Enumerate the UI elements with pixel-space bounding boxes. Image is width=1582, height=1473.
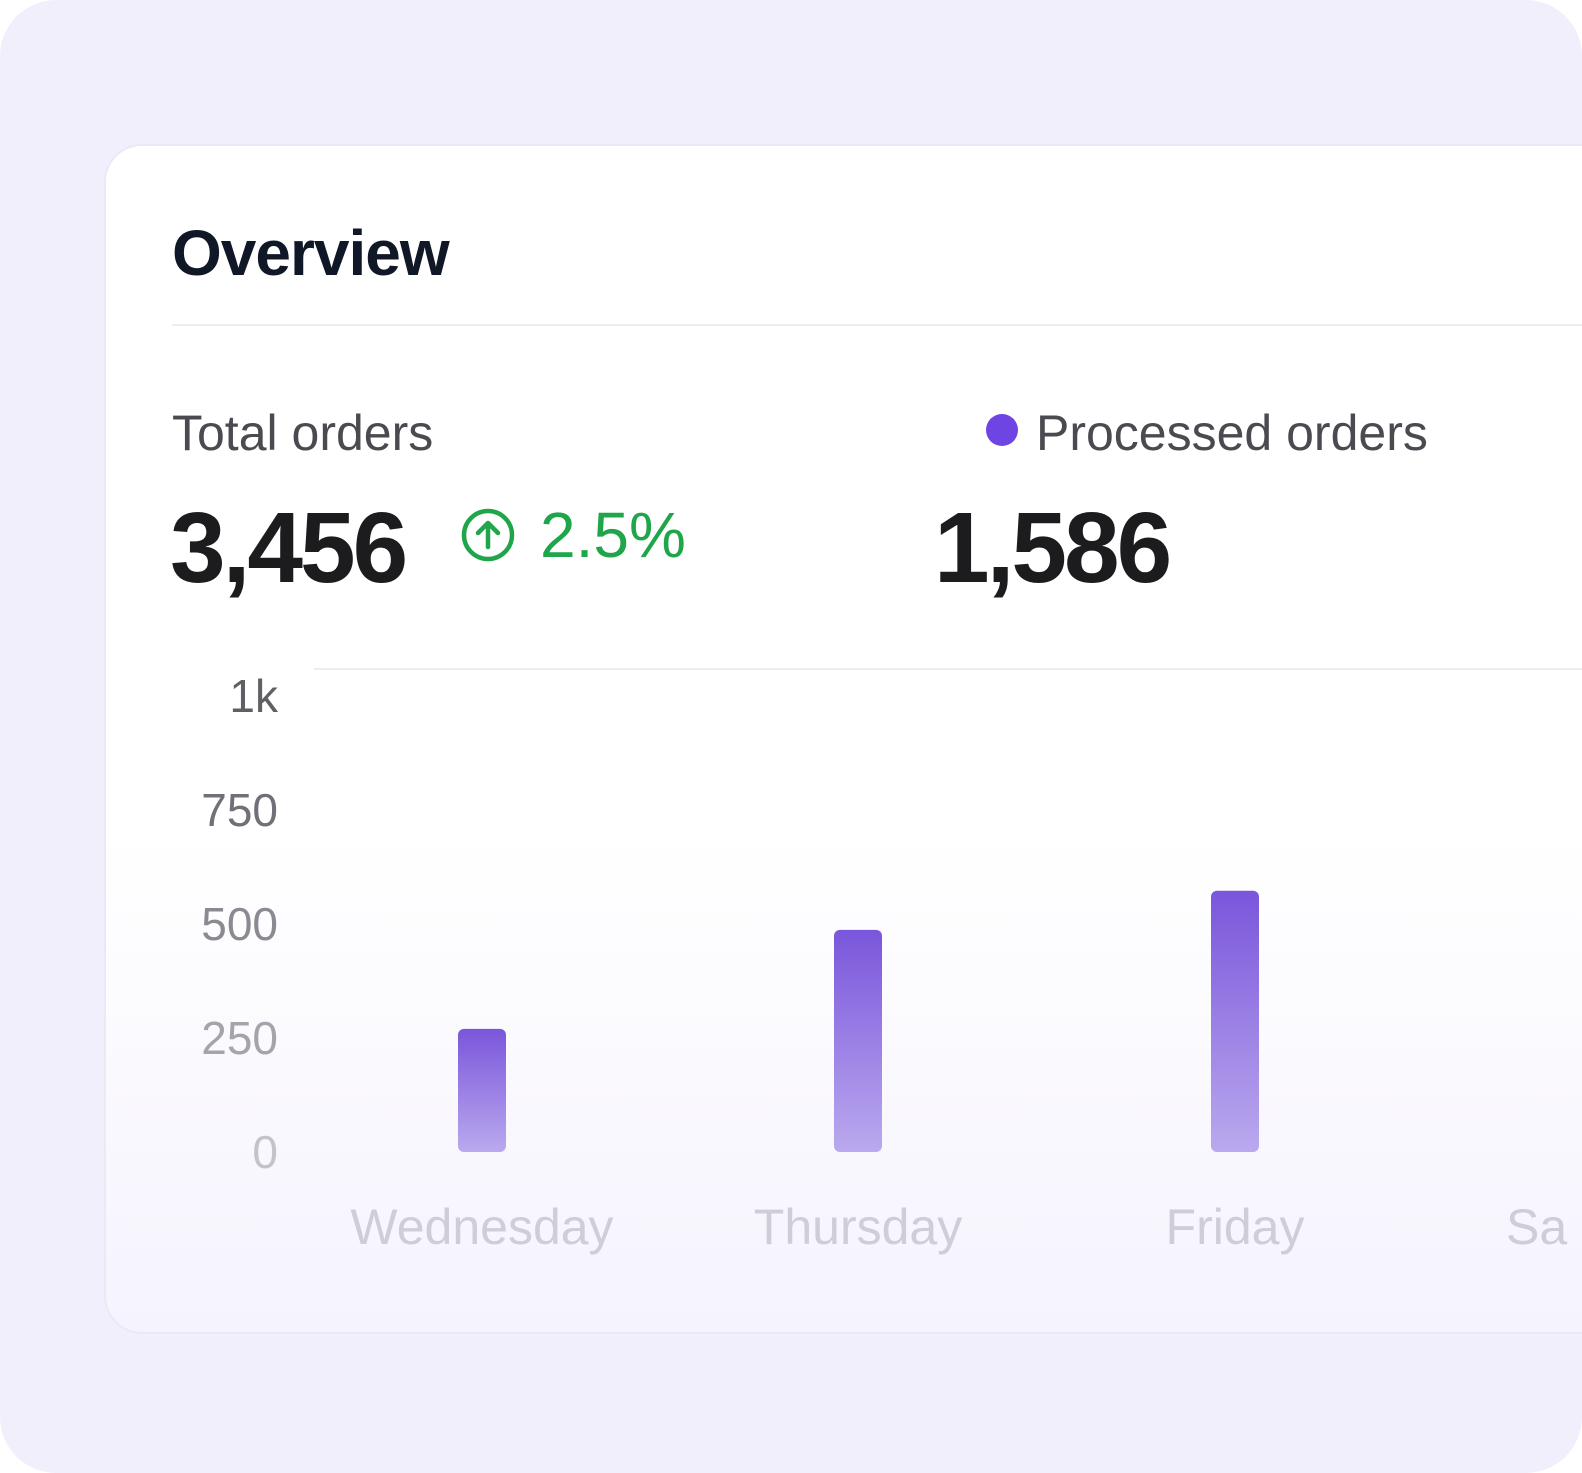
- card-title: Overview: [172, 217, 450, 289]
- y-tick-label: 1k: [229, 670, 279, 722]
- total-orders-trend: 2.5%: [460, 498, 686, 572]
- y-tick-label: 750: [201, 784, 278, 836]
- bar-chart: 1k 750 500 250 0 Wednesday Thursday Friday Sa: [201, 668, 1582, 1255]
- overview-card: Overview Total orders 3,456 2.5% Process…: [106, 146, 1582, 1332]
- processed-orders-label: Processed orders: [986, 404, 1428, 462]
- x-tick-label: Wednesday: [350, 1199, 613, 1255]
- trend-percentage: 2.5%: [540, 499, 686, 571]
- arrow-up-circle-icon: [461, 508, 515, 562]
- bar-thursday[interactable]: [834, 929, 882, 1152]
- y-tick-label: 0: [252, 1126, 278, 1178]
- x-tick-label: Thursday: [754, 1199, 962, 1255]
- legend-dot-icon: [986, 414, 1018, 446]
- bars: [458, 890, 1259, 1152]
- y-axis: 1k 750 500 250 0: [201, 670, 279, 1178]
- bar-wednesday[interactable]: [458, 1028, 506, 1152]
- total-orders-label: Total orders: [172, 405, 434, 461]
- bar-friday[interactable]: [1211, 890, 1259, 1152]
- x-tick-label: Sa: [1506, 1199, 1567, 1255]
- title-divider: [172, 324, 1582, 326]
- total-orders-value: 3,456: [170, 492, 408, 604]
- y-tick-label: 500: [201, 898, 278, 950]
- x-axis: Wednesday Thursday Friday Sa: [350, 1199, 1567, 1255]
- processed-orders-value: 1,586: [934, 492, 1172, 604]
- y-tick-label: 250: [201, 1012, 278, 1064]
- x-tick-label: Friday: [1166, 1199, 1305, 1255]
- processed-orders-label-text: Processed orders: [1036, 405, 1428, 461]
